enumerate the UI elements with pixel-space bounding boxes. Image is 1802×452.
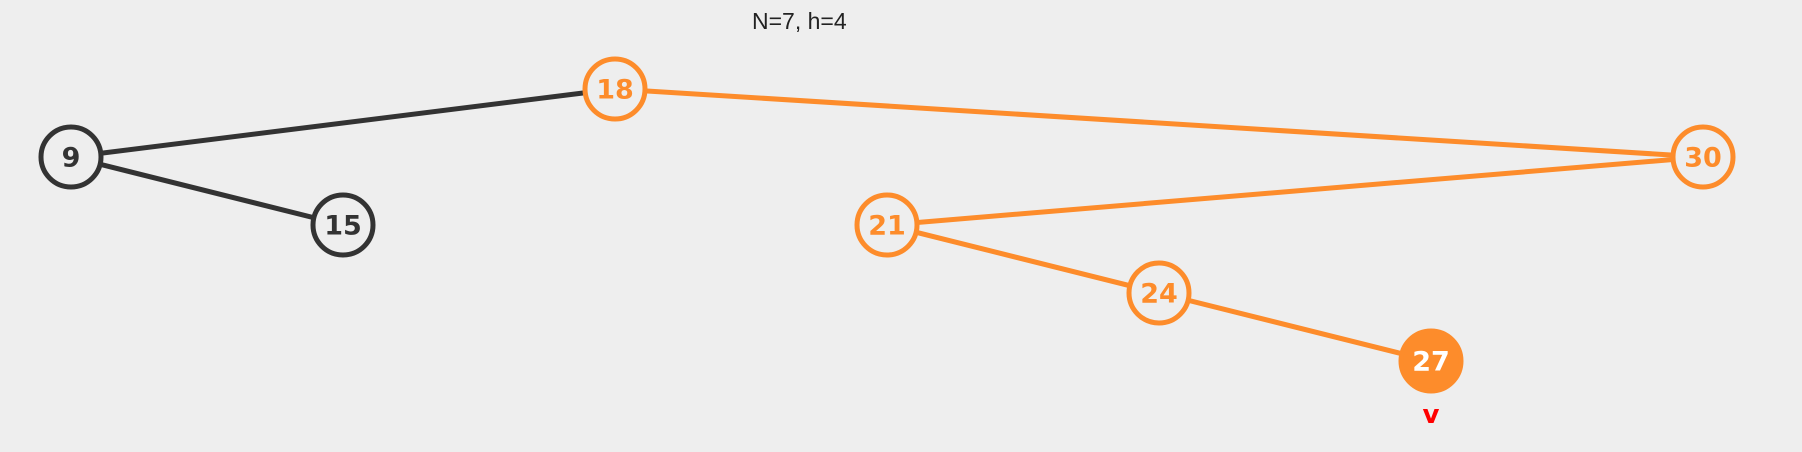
- node-circle: [854, 192, 920, 258]
- node-key-label: 30: [1684, 143, 1722, 174]
- edge-n30-n21: [884, 154, 1706, 228]
- nodes-layer: 9 15 18 30 21 24 27: [38, 56, 1736, 394]
- tree-node-9[interactable]: 9: [38, 124, 104, 190]
- node-circle: [38, 124, 104, 190]
- tree-node-21[interactable]: 21: [854, 192, 920, 258]
- edge-n18-n30: [612, 86, 1706, 160]
- node-key-label: 9: [62, 143, 81, 174]
- tree-node-24[interactable]: 24: [1126, 260, 1192, 326]
- node-circle: [310, 192, 376, 258]
- edges-layer: [68, 86, 1706, 364]
- node-circle: [1398, 328, 1464, 394]
- node-key-label: 24: [1140, 279, 1178, 310]
- node-key-label: 18: [596, 75, 634, 106]
- edge-n18-n9: [68, 86, 618, 160]
- node-circle: [582, 56, 648, 122]
- node-circle: [1126, 260, 1192, 326]
- tree-node-18[interactable]: 18: [582, 56, 648, 122]
- node-key-label: 21: [868, 211, 906, 242]
- node-key-label: 27: [1412, 347, 1450, 378]
- edge-n21-n24: [884, 222, 1162, 296]
- tree-node-15[interactable]: 15: [310, 192, 376, 258]
- node-circle: [1670, 124, 1736, 190]
- vertex-pointer-label: v: [1423, 400, 1440, 430]
- edge-n9-n15: [68, 154, 346, 228]
- tree-stats-label: N=7, h=4: [752, 8, 847, 34]
- pointer-layer: v: [1423, 400, 1440, 430]
- node-key-label: 15: [324, 211, 362, 242]
- edge-n24-n27: [1156, 290, 1434, 364]
- tree-node-30[interactable]: 30: [1670, 124, 1736, 190]
- tree-node-27[interactable]: 27: [1398, 328, 1464, 394]
